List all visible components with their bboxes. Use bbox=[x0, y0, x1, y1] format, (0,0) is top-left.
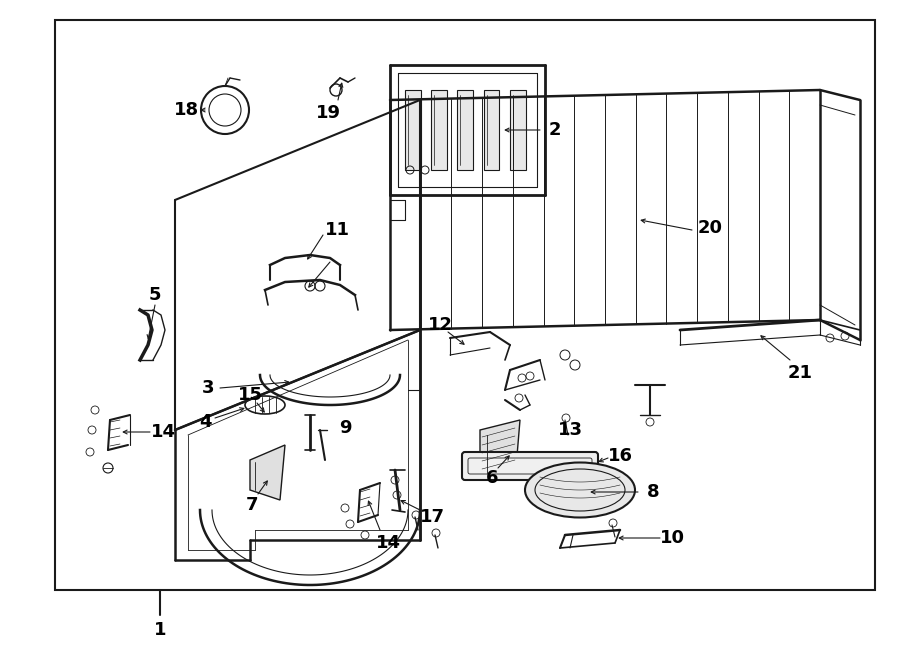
Bar bbox=[509, 90, 526, 170]
Polygon shape bbox=[480, 420, 520, 480]
Text: 14: 14 bbox=[150, 423, 176, 441]
Polygon shape bbox=[250, 445, 285, 500]
Text: 6: 6 bbox=[486, 469, 499, 487]
Text: 16: 16 bbox=[608, 447, 633, 465]
Bar bbox=[405, 90, 420, 170]
Ellipse shape bbox=[525, 463, 635, 518]
Text: 13: 13 bbox=[557, 421, 582, 439]
Text: 15: 15 bbox=[238, 386, 263, 404]
Text: 5: 5 bbox=[148, 286, 161, 304]
FancyBboxPatch shape bbox=[462, 452, 598, 480]
Text: 3: 3 bbox=[202, 379, 214, 397]
Text: 4: 4 bbox=[199, 413, 212, 431]
Text: 19: 19 bbox=[316, 104, 340, 122]
Text: 9: 9 bbox=[338, 419, 351, 437]
Text: 1: 1 bbox=[154, 621, 166, 639]
Text: 20: 20 bbox=[698, 219, 723, 237]
Text: 12: 12 bbox=[428, 316, 453, 334]
Text: 17: 17 bbox=[419, 508, 445, 526]
Bar bbox=[483, 90, 500, 170]
Text: 18: 18 bbox=[174, 101, 199, 119]
Text: 2: 2 bbox=[549, 121, 562, 139]
Text: 10: 10 bbox=[660, 529, 685, 547]
Text: 21: 21 bbox=[788, 364, 813, 382]
Bar bbox=[55, 20, 875, 590]
Text: 11: 11 bbox=[325, 221, 349, 239]
Bar bbox=[431, 90, 447, 170]
Bar bbox=[457, 90, 473, 170]
Text: 7: 7 bbox=[246, 496, 258, 514]
Text: 8: 8 bbox=[647, 483, 660, 501]
Text: 14: 14 bbox=[375, 534, 401, 552]
